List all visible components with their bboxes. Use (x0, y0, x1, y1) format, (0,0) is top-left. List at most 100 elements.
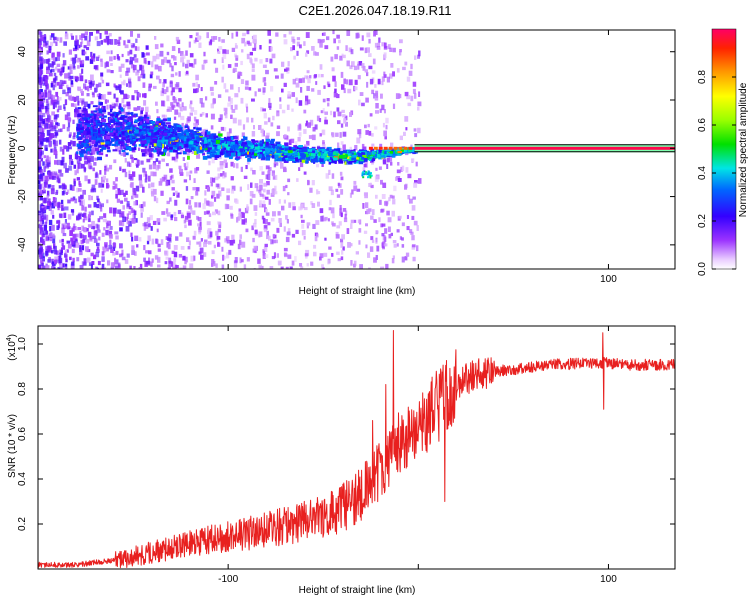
heatmap-cell (122, 125, 125, 129)
heatmap-cell (198, 42, 202, 48)
heatmap-cell (70, 80, 74, 85)
heatmap-cell (261, 133, 265, 137)
heatmap-cell (95, 118, 99, 123)
heatmap-cell (296, 37, 301, 41)
heatmap-cell (38, 210, 42, 214)
heatmap-cell (73, 164, 77, 169)
heatmap-cell (346, 228, 350, 234)
heatmap-cell (87, 231, 92, 238)
heatmap-cell (321, 144, 326, 148)
heatmap-cell (41, 256, 45, 262)
heatmap-cell (288, 31, 292, 35)
heatmap-cell (316, 146, 321, 151)
heatmap-cell (84, 31, 88, 36)
heatmap-cell (402, 66, 406, 71)
heatmap-cell (241, 132, 245, 137)
heatmap-cell (58, 185, 62, 189)
heatmap-cell (51, 261, 56, 267)
heatmap-cell (89, 81, 93, 85)
heatmap-cell (342, 246, 345, 251)
heatmap-cell (357, 150, 361, 154)
heatmap-cell (286, 231, 291, 236)
heatmap-cell (93, 162, 97, 166)
heatmap-cell (43, 197, 48, 204)
heatmap-cell (142, 73, 146, 79)
heatmap-cell (76, 151, 79, 155)
heatmap-cell (170, 214, 174, 218)
heatmap-cell (116, 117, 121, 120)
heatmap-cell (219, 164, 224, 170)
heatmap-cell (96, 203, 99, 209)
heatmap-cell (186, 162, 189, 168)
heatmap-cell (370, 215, 374, 220)
heatmap-cell (43, 34, 47, 39)
heatmap-cell (42, 265, 46, 269)
heatmap-cell (130, 120, 133, 124)
heatmap-cell (135, 185, 140, 192)
heatmap-cell (113, 159, 117, 164)
heatmap-cell (87, 117, 91, 120)
heatmap-cell (251, 156, 255, 159)
heatmap-cell (378, 166, 382, 170)
heatmap-cell (76, 126, 80, 131)
heatmap-cell (272, 115, 275, 121)
heatmap-cell (271, 138, 275, 142)
heatmap-cell (318, 118, 322, 123)
heatmap-cell (48, 170, 51, 174)
heatmap-cell (323, 31, 326, 36)
heatmap-cell (95, 173, 99, 179)
spectrogram-heatmap (38, 30, 675, 269)
heatmap-cell (396, 229, 400, 233)
heatmap-cell (267, 117, 271, 123)
heatmap-cell (119, 227, 123, 232)
heatmap-cell (246, 206, 250, 211)
heatmap-cell (204, 145, 210, 148)
heatmap-cell (225, 236, 230, 241)
heatmap-cell (88, 195, 91, 201)
heatmap-cell (325, 173, 330, 179)
heatmap-cell (159, 50, 164, 57)
heatmap-cell (114, 265, 119, 269)
heatmap-cell (326, 98, 330, 102)
heatmap-cell (51, 53, 54, 58)
heatmap-cell (244, 151, 248, 154)
heatmap-cell (121, 141, 125, 145)
heatmap-cell (147, 151, 150, 156)
heatmap-cell (324, 45, 329, 50)
heatmap-cell (243, 138, 247, 143)
heatmap-cell (100, 72, 104, 77)
heatmap-cell (181, 122, 184, 129)
heatmap-cell (86, 136, 91, 142)
heatmap-cell (72, 119, 75, 124)
heatmap-cell (332, 30, 335, 35)
heatmap-cell (170, 261, 174, 267)
heatmap-cell (79, 250, 83, 256)
heatmap-cell (186, 117, 189, 123)
heatmap-cell (314, 236, 318, 242)
heatmap-cell (100, 267, 105, 269)
heatmap-cell (81, 125, 85, 129)
heatmap-cell (216, 236, 221, 240)
heatmap-cell (401, 222, 405, 227)
heatmap-cell (224, 112, 228, 119)
heatmap-cell (262, 64, 267, 68)
heatmap-cell (38, 140, 41, 144)
heatmap-cell (235, 152, 239, 156)
heatmap-cell (197, 84, 200, 88)
heatmap-cell (70, 103, 75, 107)
heatmap-cell (261, 215, 265, 220)
heatmap-cell (362, 65, 366, 71)
heatmap-cell (256, 154, 261, 157)
heatmap-cell (365, 223, 368, 227)
heatmap-cell (311, 88, 315, 92)
heatmap-cell (49, 125, 53, 132)
heatmap-cell (207, 228, 212, 234)
heatmap-cell (319, 256, 322, 261)
heatmap-cell (346, 153, 351, 157)
heatmap-cell (372, 58, 376, 65)
heatmap-cell (59, 239, 62, 243)
heatmap-cell (133, 201, 137, 206)
heatmap-cell (260, 128, 264, 134)
heatmap-cell (142, 125, 145, 128)
heatmap-cell (327, 218, 330, 222)
